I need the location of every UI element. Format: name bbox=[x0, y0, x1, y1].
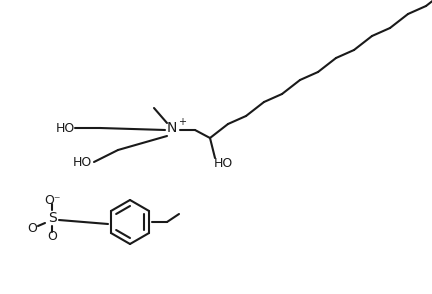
Text: O: O bbox=[47, 230, 57, 243]
Text: O: O bbox=[27, 221, 37, 235]
Text: O⁻: O⁻ bbox=[44, 193, 60, 206]
Text: S: S bbox=[48, 211, 56, 225]
Text: HO: HO bbox=[213, 156, 232, 170]
Text: +: + bbox=[178, 117, 186, 127]
Text: HO: HO bbox=[73, 156, 92, 168]
Text: HO: HO bbox=[55, 121, 75, 134]
Text: N: N bbox=[167, 121, 177, 135]
